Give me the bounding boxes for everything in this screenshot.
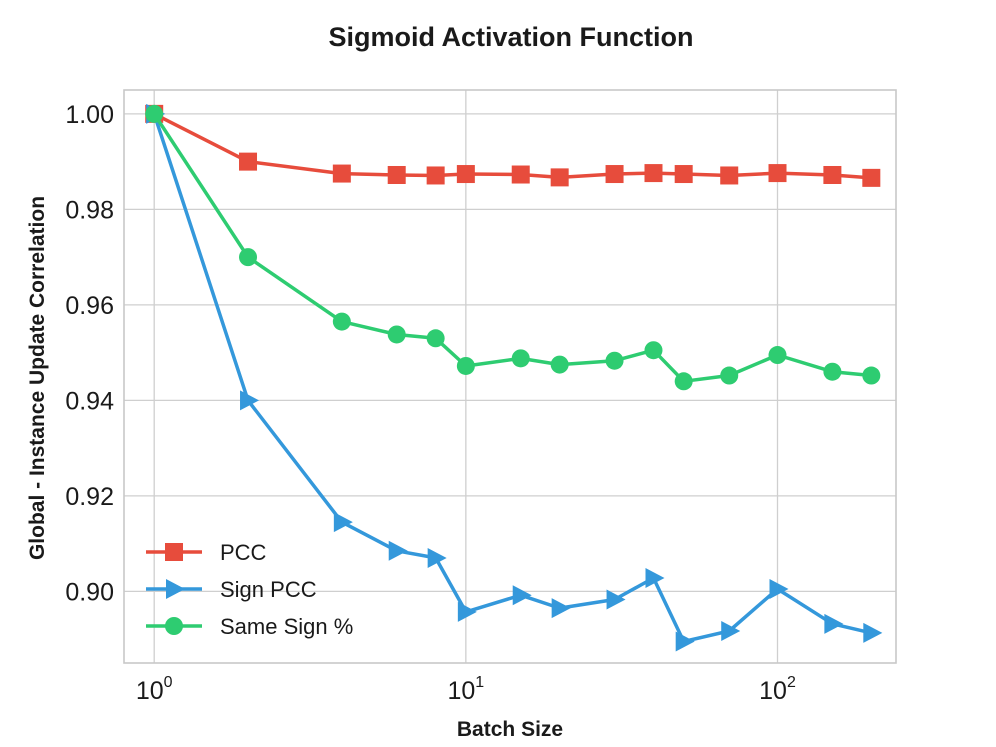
y-axis-label: Global - Instance Update Correlation [26,196,49,560]
y-tick-label: 1.00 [65,101,114,129]
data-point-pcc [550,168,569,187]
data-point-sign-pcc [457,601,477,622]
data-point-same-sign [768,346,787,365]
x-tick-label: 102 [759,674,796,705]
data-point-sign-pcc [824,613,844,634]
x-axis-label: Batch Size [457,718,563,741]
y-tick-label: 0.98 [65,196,114,224]
data-point-same-sign [823,362,842,381]
legend-marker [166,579,185,599]
data-point-pcc [511,165,530,184]
data-point-sign-pcc [551,598,571,619]
legend-item-sign-pcc: Sign PCC [146,577,317,602]
y-tick-labels: 0.90 0.92 0.94 0.96 0.98 1.00 [65,101,114,607]
data-point-sign-pcc [645,568,665,589]
y-tick-label: 0.90 [65,578,114,606]
data-point-sign-pcc [333,512,353,533]
data-point-pcc [644,164,663,183]
legend-item-pcc: PCC [146,540,267,565]
series-line-same-sign [152,112,872,384]
data-point-sign-pcc [721,621,741,642]
data-point-same-sign [862,366,881,385]
data-point-sign-pcc [769,578,789,599]
data-point-same-sign [456,356,475,375]
y-tick-label: 0.94 [65,387,114,415]
data-point-same-sign [145,104,164,123]
data-point-same-sign [550,355,569,374]
data-point-same-sign [674,372,693,391]
data-point-same-sign [387,325,406,344]
data-point-sign-pcc [863,622,883,643]
series-pcc [145,104,881,187]
legend-label: Same Sign % [220,614,353,639]
y-tick-label: 0.96 [65,292,114,320]
data-point-sign-pcc [427,547,447,568]
data-point-pcc [862,168,881,187]
data-point-same-sign [644,341,663,360]
data-point-pcc [674,165,693,184]
data-point-pcc [387,165,406,184]
data-point-pcc [332,164,351,183]
data-point-sign-pcc [388,540,408,561]
x-tick-label: 100 [136,674,173,705]
data-point-pcc [823,165,842,184]
data-point-same-sign [239,248,258,267]
data-point-pcc [239,152,258,171]
legend-label: PCC [220,540,267,565]
data-point-pcc [768,164,787,183]
data-point-pcc [456,165,475,184]
legend-label: Sign PCC [220,577,317,602]
data-point-pcc [720,166,739,185]
data-point-same-sign [332,312,351,331]
data-point-same-sign [605,351,624,370]
chart-title: Sigmoid Activation Function [329,22,694,52]
legend: PCC Sign PCC Same Sign % [146,540,353,639]
data-point-sign-pcc [512,585,532,606]
data-point-pcc [605,165,624,184]
legend-marker [165,617,183,635]
x-tick-label: 101 [447,674,484,705]
series-sign-pcc [146,103,883,652]
data-point-same-sign [511,349,530,368]
series-same-sign [145,104,881,391]
data-point-pcc [426,166,445,185]
plot-frame [123,89,897,664]
data-point-sign-pcc [606,589,626,610]
legend-marker [165,543,183,561]
x-tick-labels: 100 101 102 [136,674,796,705]
data-point-same-sign [720,366,739,385]
data-point-sign-pcc [240,390,260,411]
data-point-sign-pcc [675,631,695,652]
data-point-same-sign [426,329,445,348]
series-group [145,103,883,652]
y-tick-label: 0.92 [65,483,114,511]
legend-item-same-sign: Same Sign % [146,614,353,639]
